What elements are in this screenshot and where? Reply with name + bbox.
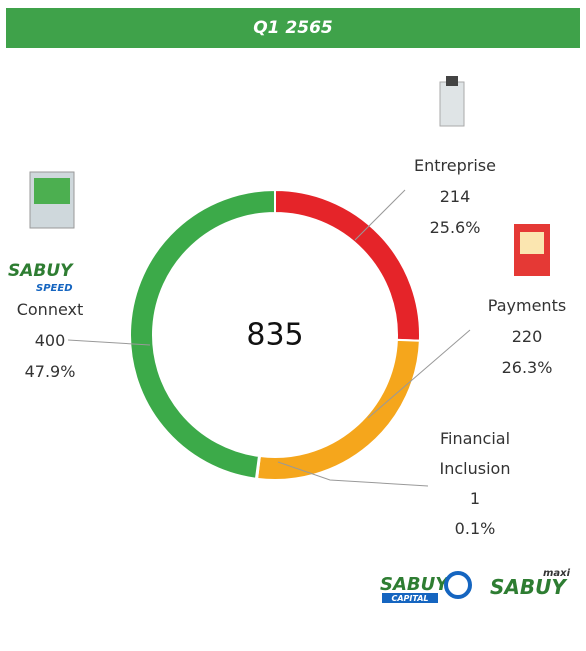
name: Payments <box>467 290 586 321</box>
header: Q1 2565 <box>6 8 580 48</box>
value: 1 <box>425 484 525 514</box>
name: Entreprise <box>395 150 515 181</box>
segment-label: Entreprise 214 25.6% <box>395 150 515 243</box>
value: 400 <box>0 325 100 356</box>
percent: 47.9% <box>0 356 100 387</box>
logo: SABUY <box>380 574 450 595</box>
total: 835 <box>246 318 303 353</box>
logo-sub: SPEED <box>36 283 73 294</box>
percent: 0.1% <box>425 514 525 544</box>
page: 835 SABUY SPEED SABUY CAPITAL SABUY maxi… <box>0 0 586 651</box>
logo-sub: maxi <box>543 568 571 579</box>
percent: 25.6% <box>395 212 515 243</box>
name: Connext <box>0 294 100 325</box>
percent: 26.3% <box>467 352 586 383</box>
logo: SABUY <box>8 261 74 281</box>
value: 220 <box>467 321 586 352</box>
segment-label: Financial Inclusion 1 0.1% <box>425 424 525 544</box>
donut-segment <box>257 340 420 480</box>
logo-sub: CAPITAL <box>391 594 428 603</box>
value: 214 <box>395 181 515 212</box>
segment-label: Payments 220 26.3% <box>467 290 586 383</box>
name: Financial Inclusion <box>425 424 525 484</box>
segment-label: Connext 400 47.9% <box>0 294 100 387</box>
